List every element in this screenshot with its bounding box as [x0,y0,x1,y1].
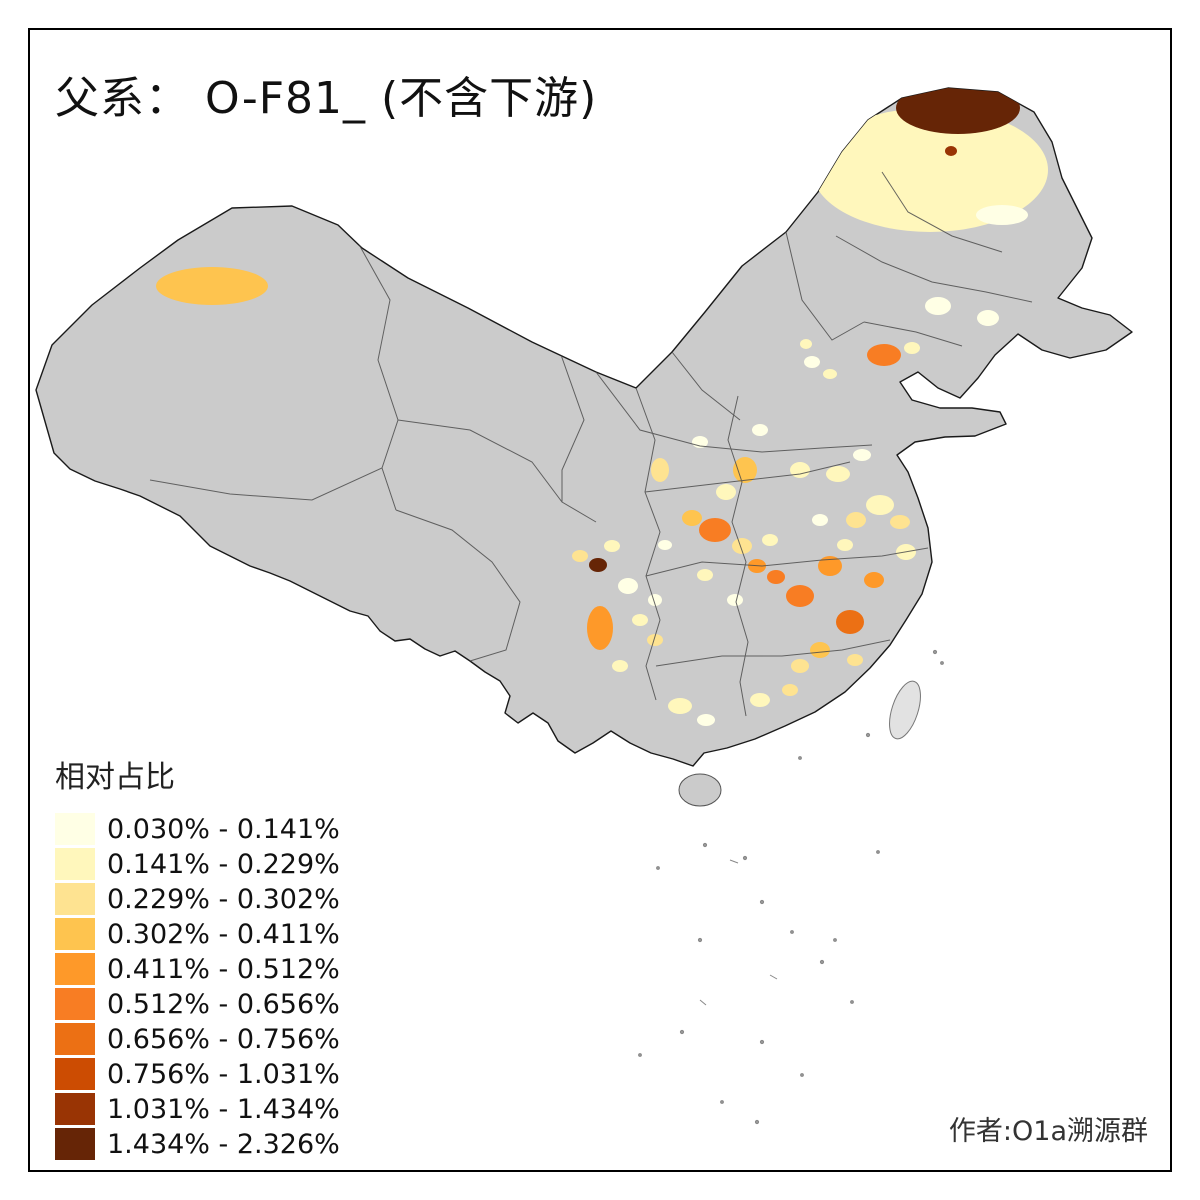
map-region-patch [818,556,842,576]
map-region-patch [945,146,957,156]
legend-item: 0.229% - 0.302% [55,882,340,916]
legend-swatch [55,883,95,915]
legend-swatch [55,1093,95,1125]
map-region-patch [604,540,620,552]
map-region-patch [750,693,770,707]
legend-label: 0.229% - 0.302% [107,883,340,915]
map-region-patch [716,484,736,500]
map-region-patch [836,610,864,634]
map-region-patch [853,449,871,461]
map-region-patch [800,339,812,349]
legend-swatch [55,988,95,1020]
legend-item: 1.434% - 2.326% [55,1127,340,1161]
map-region-patch [727,594,743,606]
map-region-patch [804,356,820,368]
legend-label: 0.030% - 0.141% [107,813,340,845]
legend-swatch [55,1023,95,1055]
legend-swatch [55,813,95,845]
map-region-patch [890,515,910,529]
data-regions [156,88,1048,726]
map-region-patch [762,534,778,546]
map-region-patch [790,462,810,478]
legend-item: 0.030% - 0.141% [55,812,340,846]
map-region-patch [699,518,731,542]
map-title: 父系： O-F81_ (不含下游) [55,73,598,124]
legend-swatch [55,1128,95,1160]
map-region-patch [682,510,702,526]
map-region-patch [658,540,672,550]
china-mainland [35,87,1133,767]
legend-item: 0.756% - 1.031% [55,1057,340,1091]
map-region-patch [767,570,785,584]
map-region-patch [812,514,828,526]
legend-item: 0.302% - 0.411% [55,917,340,951]
author-credit: 作者:O1a溯源群 [948,1116,1148,1147]
map-region-patch [612,660,628,672]
legend-label: 0.411% - 0.512% [107,953,340,985]
map-region-patch [976,205,1028,225]
map-region-patch [826,466,850,482]
legend: 相对占比 0.030% - 0.141% 0.141% - 0.229% 0.229… [55,752,340,1162]
map-region-patch [846,512,866,528]
map-region-patch [810,642,830,658]
legend-label: 0.302% - 0.411% [107,918,340,950]
map-region-patch [651,458,669,482]
map-region-patch [896,88,1020,134]
legend-swatch [55,1058,95,1090]
map-region-patch [156,267,268,305]
legend-label: 1.031% - 1.434% [107,1093,340,1125]
legend-title: 相对占比 [55,760,175,795]
map-region-patch [791,659,809,673]
map-region-patch [587,606,613,650]
map-region-patch [904,342,920,354]
map-region-patch [786,585,814,607]
map-region-patch [925,297,951,315]
legend-items: 0.030% - 0.141% 0.141% - 0.229% 0.229% - 0… [55,812,340,1161]
map-region-patch [752,424,768,436]
legend-item: 1.031% - 1.434% [55,1092,340,1126]
legend-label: 0.756% - 1.031% [107,1058,340,1090]
map-region-patch [668,698,692,714]
map-region-patch [866,495,894,515]
legend-item: 0.141% - 0.229% [55,847,340,881]
map-region-patch [648,594,662,606]
map-region-patch [812,108,1048,232]
map-region-patch [837,539,853,551]
legend-item: 0.656% - 0.756% [55,1022,340,1056]
legend-item: 0.512% - 0.656% [55,987,340,1021]
legend-swatch [55,918,95,950]
province-borders [149,171,1033,717]
map-region-patch [782,684,798,696]
map-region-patch [977,310,999,326]
map-region-patch [823,369,837,379]
map-region-patch [864,572,884,588]
map-region-patch [867,344,901,366]
legend-item: 0.411% - 0.512% [55,952,340,986]
legend-swatch [55,953,95,985]
map-region-patch [647,634,663,646]
legend-label: 0.656% - 0.756% [107,1023,340,1055]
map-region-patch [733,457,757,483]
map-region-patch [697,569,713,581]
hainan-island [678,773,722,807]
map-region-patch [697,714,715,726]
map-region-patch [732,538,752,554]
taiwan-island [889,680,921,740]
map-region-patch [589,558,607,572]
legend-label: 0.141% - 0.229% [107,848,340,880]
legend-label: 0.512% - 0.656% [107,988,340,1020]
legend-label: 1.434% - 2.326% [107,1128,340,1160]
south-china-sea-islands [638,649,944,1125]
legend-swatch [55,848,95,880]
map-region-patch [632,614,648,626]
map-region-patch [572,550,588,562]
map-region-patch [618,578,638,594]
map-region-patch [847,654,863,666]
